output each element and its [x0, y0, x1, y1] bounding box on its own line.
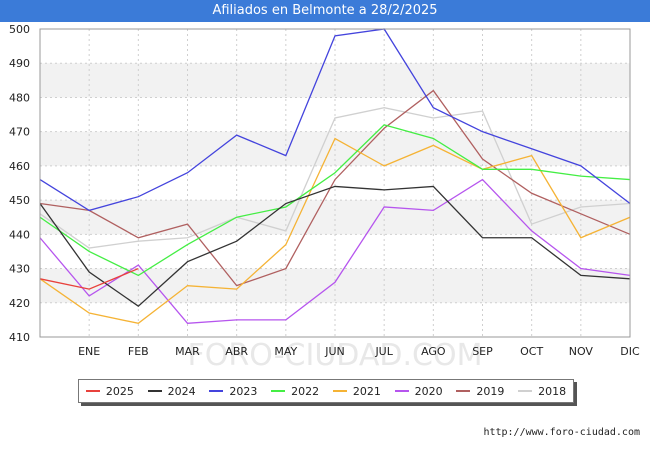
legend-item-2022: 2022 — [271, 385, 319, 398]
legend-label: 2020 — [414, 384, 443, 398]
legend-swatch — [271, 390, 286, 392]
plot-frame — [39, 28, 631, 338]
series-line-2024 — [39, 185, 631, 308]
legend-item-2021: 2021 — [332, 384, 381, 398]
x-tick-label: JUL — [374, 345, 393, 358]
legend: 2025 2024 2023 2022 2021 2020 2019 2018 — [78, 379, 574, 403]
y-tick-label: 480 — [9, 91, 30, 104]
x-tick-label: MAY — [274, 345, 297, 358]
x-tick-label: ENE — [78, 345, 100, 358]
x-tick-label: ABR — [225, 345, 248, 358]
legend-item-2025: 2025 — [85, 384, 134, 398]
legend-item-2023: 2023 — [209, 385, 257, 398]
y-tick-label: 490 — [9, 57, 30, 70]
series-line-2021 — [39, 137, 631, 325]
series-line-2020 — [39, 178, 631, 324]
y-tick-label: 410 — [9, 331, 30, 344]
series-lines — [39, 28, 631, 325]
legend-item-2020: 2020 — [394, 384, 443, 398]
legend-swatch — [85, 390, 100, 392]
x-tick-label: SEP — [472, 345, 493, 358]
x-tick-label: JUN — [324, 345, 345, 358]
y-tick-label: 450 — [9, 194, 30, 207]
legend-label: 2018 — [538, 384, 567, 398]
y-tick-label: 420 — [9, 297, 30, 310]
source-url: http://www.foro-ciudad.com — [483, 427, 640, 438]
legend-label: 2024 — [167, 384, 196, 398]
series-line-2018 — [39, 107, 631, 249]
y-tick-label: 440 — [9, 228, 30, 241]
legend-swatch — [518, 390, 533, 392]
y-tick-label: 500 — [9, 23, 30, 36]
series-line-2025 — [39, 267, 139, 290]
legend-label: 2019 — [476, 384, 505, 398]
legend-label: 2025 — [105, 384, 134, 398]
legend-item-2024: 2024 — [147, 384, 196, 398]
watermark: FORO-CIUDAD.COM — [188, 338, 483, 373]
series-line-2022 — [39, 124, 631, 277]
x-tick-label: AGO — [421, 345, 446, 358]
legend-label: 2021 — [352, 384, 381, 398]
x-axis-ticks: ENE FEB MAR ABR MAY JUN JUL AGO SEP OCT NOV DIC — [78, 345, 640, 358]
legend-swatch — [394, 390, 409, 392]
series-line-2019 — [39, 89, 631, 287]
x-tick-label: NOV — [569, 345, 594, 358]
x-tick-label: MAR — [175, 345, 200, 358]
x-tick-label: FEB — [128, 345, 149, 358]
legend-item-2019: 2019 — [456, 385, 504, 398]
legend-label: 2023 — [229, 384, 258, 398]
series-line-2023 — [39, 28, 631, 212]
legend-label: 2022 — [291, 384, 320, 398]
chart-title: Afiliados en Belmonte a 28/2/2025 — [0, 0, 650, 22]
y-tick-label: 470 — [9, 126, 30, 139]
y-tick-label: 460 — [9, 160, 30, 173]
legend-swatch — [147, 390, 162, 392]
x-tick-label: OCT — [520, 345, 543, 358]
legend-swatch — [456, 390, 471, 392]
y-tick-label: 430 — [9, 263, 30, 276]
legend-swatch — [209, 390, 224, 392]
legend-swatch — [332, 390, 347, 392]
legend-item-2018: 2018 — [518, 385, 566, 398]
y-axis-ticks: 410 420 430 440 450 460 470 480 490 500 — [9, 23, 30, 344]
x-tick-label: DIC — [620, 345, 640, 358]
